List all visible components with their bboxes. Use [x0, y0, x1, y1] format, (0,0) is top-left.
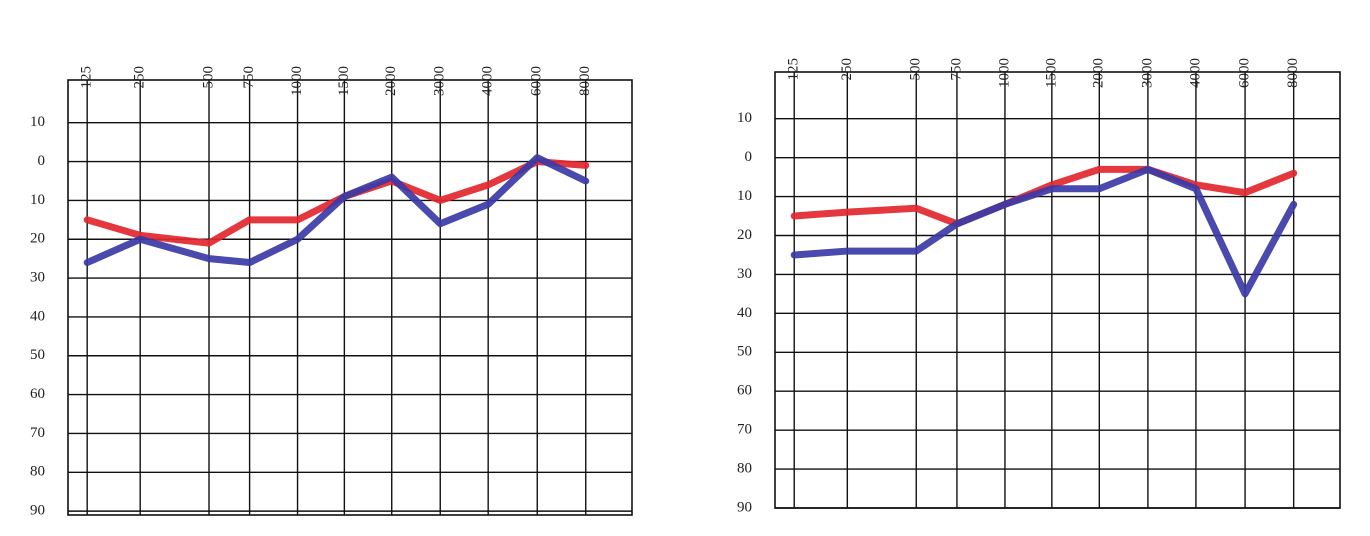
y-tick-label: 30: [30, 270, 45, 286]
y-tick-label: 0: [745, 149, 753, 165]
y-tick-label: 80: [737, 461, 752, 477]
x-tick-label: 1500: [336, 66, 352, 96]
plot-frame: [774, 71, 1341, 509]
y-tick-label: 60: [737, 383, 752, 399]
x-tick-label: 3000: [432, 66, 448, 96]
x-tick-label: 6000: [529, 66, 545, 96]
y-tick-label: 10: [30, 114, 45, 130]
plot-frame: [67, 79, 633, 516]
x-tick-label: 4000: [480, 66, 496, 96]
x-tick-label: 8000: [577, 66, 593, 96]
x-tick-label: 1000: [996, 58, 1012, 88]
y-tick-label: 20: [30, 231, 45, 247]
y-tick-label: 10: [737, 110, 752, 126]
x-tick-label: 125: [79, 66, 95, 89]
x-tick-label: 3000: [1139, 58, 1155, 88]
hearing-line: [790, 165, 1298, 298]
x-tick-label: 500: [200, 66, 216, 89]
x-tick-label: 1000: [289, 66, 305, 96]
x-tick-label: 1500: [1043, 58, 1059, 88]
x-tick-label: 125: [786, 58, 802, 81]
y-tick-label: 80: [30, 464, 45, 480]
x-tick-label: 2000: [1091, 58, 1107, 88]
hearing-line: [83, 154, 590, 267]
x-tick-label: 250: [839, 58, 855, 81]
y-tick-label: 50: [737, 344, 752, 360]
y-tick-label: 50: [30, 347, 45, 363]
y-tick-label: 40: [30, 308, 45, 324]
x-tick-label: 750: [948, 58, 964, 81]
y-tick-label: 10: [737, 188, 752, 204]
y-tick-label: 30: [737, 266, 752, 282]
y-tick-label: 10: [30, 192, 45, 208]
y-tick-label: 90: [737, 499, 752, 515]
hearing-line: [790, 165, 1298, 228]
y-tick-label: 70: [737, 422, 752, 438]
x-tick-label: 4000: [1187, 58, 1203, 88]
x-tick-label: 8000: [1285, 58, 1301, 88]
y-tick-label: 40: [737, 305, 752, 321]
x-tick-label: 750: [241, 66, 257, 89]
y-tick-label: 0: [38, 153, 46, 169]
x-tick-label: 500: [908, 58, 924, 81]
y-tick-label: 20: [737, 227, 752, 243]
x-tick-label: 2000: [383, 66, 399, 96]
x-tick-label: 250: [132, 66, 148, 89]
y-tick-label: 70: [30, 425, 45, 441]
y-tick-label: 90: [30, 503, 45, 519]
y-tick-label: 60: [30, 386, 45, 402]
x-tick-label: 6000: [1237, 58, 1253, 88]
